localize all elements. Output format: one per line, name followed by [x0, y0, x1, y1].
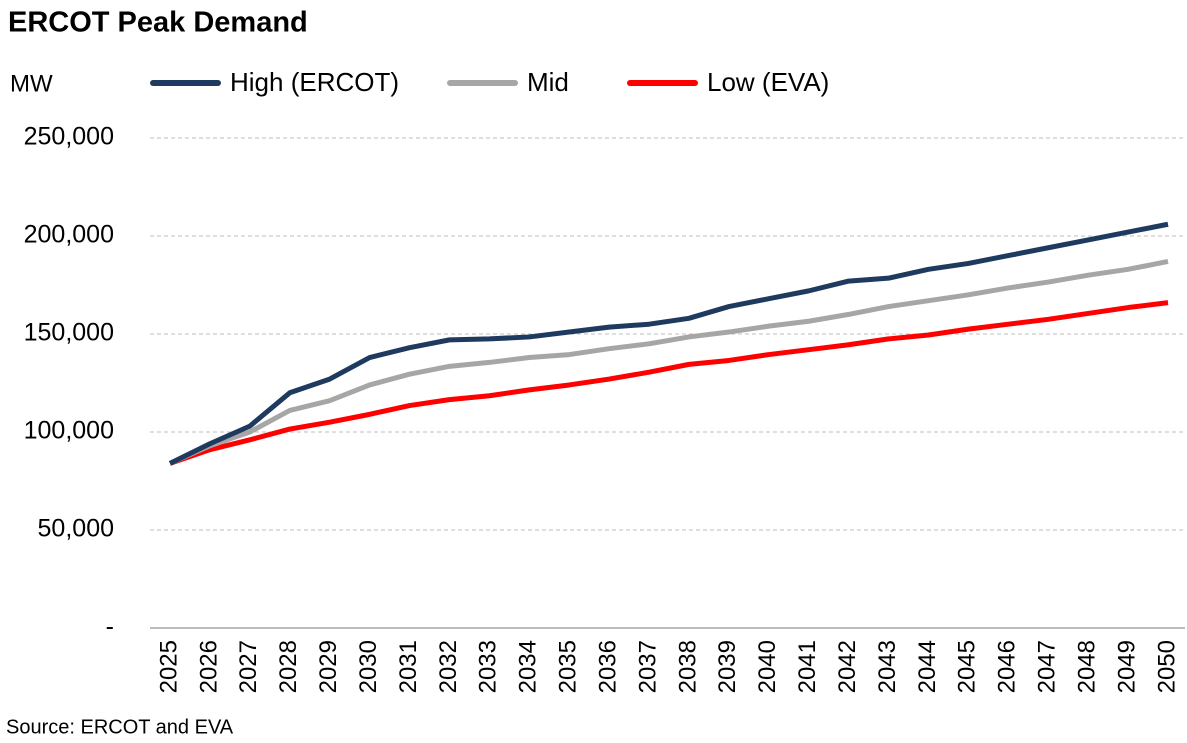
x-tick-label: 2041 [794, 640, 821, 693]
y-tick-label: 100,000 [24, 417, 114, 445]
x-tick-label: 2038 [674, 640, 701, 693]
x-tick-label: 2028 [275, 640, 302, 693]
x-tick-label: 2047 [1034, 640, 1061, 693]
x-tick-label: 2043 [874, 640, 901, 693]
legend-label: Mid [527, 67, 569, 97]
x-tick-label: 2049 [1113, 640, 1140, 693]
legend-label: Low (EVA) [707, 67, 829, 97]
x-tick-label: 2029 [315, 640, 342, 693]
x-tick-label: 2027 [235, 640, 262, 693]
x-tick-label: 2039 [714, 640, 741, 693]
x-tick-label: 2031 [395, 640, 422, 693]
x-tick-label: 2034 [515, 640, 542, 693]
x-tick-label: 2050 [1153, 640, 1180, 693]
y-tick-label: 50,000 [38, 515, 114, 543]
chart-title: ERCOT Peak Demand [8, 7, 308, 39]
source-note: Source: ERCOT and EVA [6, 716, 234, 738]
series-line [169, 300, 1169, 466]
y-tick-label: 250,000 [24, 123, 114, 151]
x-tick-label: 2032 [435, 640, 462, 693]
x-tick-label: 2045 [954, 640, 981, 693]
x-tick-label: 2037 [634, 640, 661, 693]
x-tick-label: 2026 [195, 640, 222, 693]
x-tick-label: 2033 [475, 640, 502, 693]
x-tick-label: 2042 [834, 640, 861, 693]
y-axis-label: MW [10, 70, 53, 97]
series-line [168, 259, 1169, 466]
x-tick-label: 2025 [155, 640, 182, 693]
x-tick-label: 2036 [594, 640, 621, 693]
x-tick-label: 2044 [914, 640, 941, 693]
y-tick-label: 200,000 [24, 221, 114, 249]
series-line [168, 221, 1169, 466]
x-tick-label: 2048 [1074, 640, 1101, 693]
y-tick-label: - [106, 613, 114, 641]
x-tick-label: 2030 [355, 640, 382, 693]
legend-label: High (ERCOT) [230, 67, 399, 97]
x-tick-label: 2035 [555, 640, 582, 693]
x-tick-label: 2046 [994, 640, 1021, 693]
x-tick-label: 2040 [754, 640, 781, 693]
y-tick-label: 150,000 [24, 319, 114, 347]
